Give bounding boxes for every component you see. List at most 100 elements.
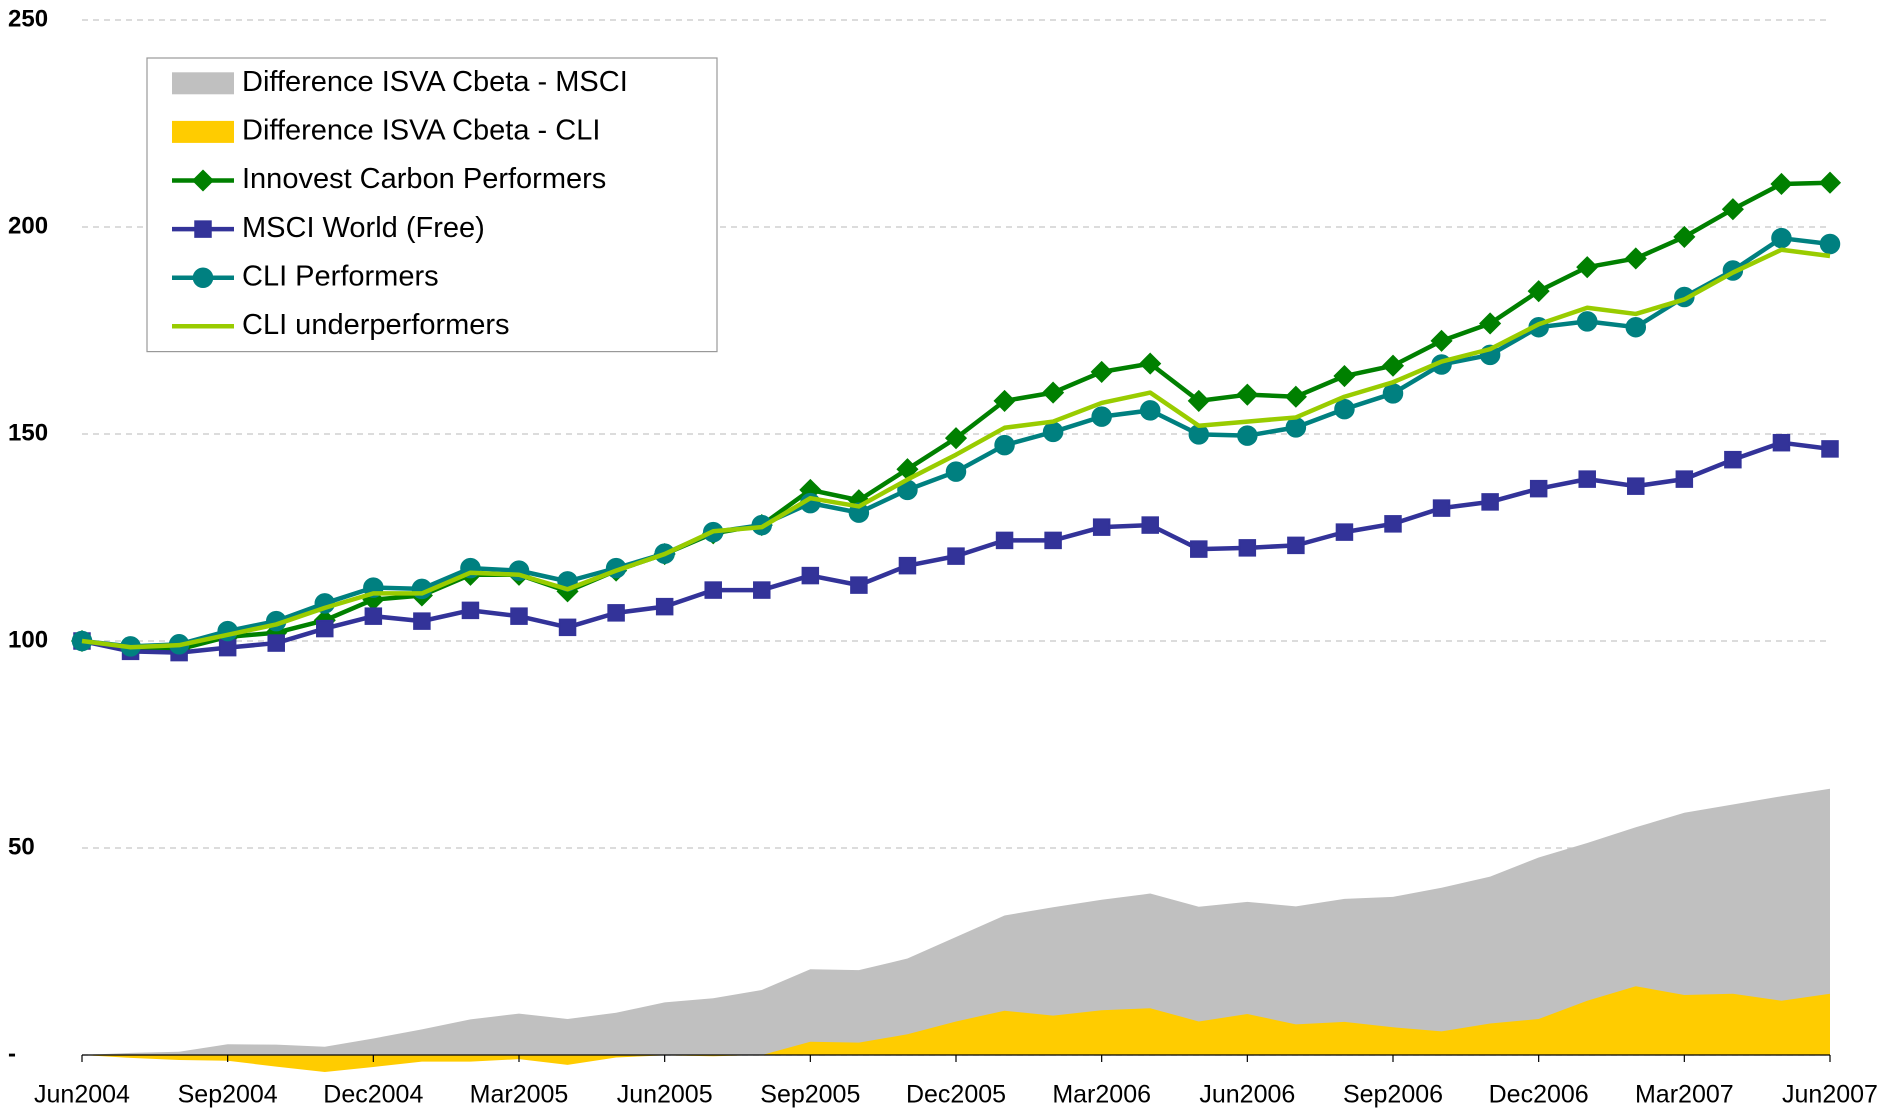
y-tick-label: 250	[8, 5, 48, 32]
point	[558, 618, 577, 637]
legend-label: CLI underperformers	[242, 309, 510, 341]
point	[1770, 172, 1793, 196]
point	[850, 576, 868, 594]
point	[1236, 383, 1259, 406]
point	[316, 619, 334, 638]
legend-swatch	[172, 72, 234, 95]
point	[1724, 450, 1742, 469]
point	[944, 427, 968, 450]
point	[704, 581, 722, 599]
point	[655, 597, 674, 616]
x-tick-label: Dec2004	[323, 1081, 423, 1109]
point	[1333, 364, 1356, 388]
point	[1576, 256, 1599, 279]
legend-label: MSCI World (Free)	[242, 212, 485, 244]
x-tick-label: Mar2005	[470, 1081, 569, 1109]
point	[1430, 329, 1453, 352]
point	[1237, 425, 1258, 446]
point	[1334, 398, 1355, 420]
point	[1432, 499, 1451, 517]
point	[1335, 523, 1354, 541]
point	[1044, 531, 1062, 550]
point	[1821, 440, 1839, 458]
point	[1578, 470, 1596, 488]
y-tick-label: -	[8, 1040, 16, 1067]
x-tick-label: Jun2006	[1199, 1081, 1295, 1109]
point	[1627, 477, 1645, 495]
legend-marker	[192, 267, 214, 288]
point	[1141, 516, 1159, 534]
legend-marker	[191, 169, 215, 192]
point	[1675, 470, 1694, 488]
line	[81, 247, 1831, 650]
y-tick-label: 50	[8, 833, 35, 860]
point	[1721, 198, 1744, 221]
point	[1287, 536, 1305, 555]
point	[1384, 515, 1402, 533]
point	[1381, 354, 1405, 377]
point	[945, 461, 967, 482]
point	[1042, 381, 1065, 404]
legend: Difference ISVA Cbeta - MSCI Difference I…	[146, 57, 718, 353]
x-tick-label: Jun2007	[1782, 1081, 1878, 1109]
y-tick-label: 100	[8, 626, 48, 653]
legend-label: Difference ISVA Cbeta - MSCI	[242, 66, 628, 98]
point	[1576, 311, 1598, 332]
legend-swatch	[172, 120, 234, 143]
y-tick-label: 200	[8, 212, 48, 239]
point	[1819, 233, 1841, 255]
point	[1624, 247, 1647, 270]
x-tick-label: Mar2007	[1635, 1081, 1734, 1109]
point	[993, 389, 1016, 412]
point	[1187, 389, 1210, 412]
point	[1285, 417, 1307, 438]
point	[510, 607, 528, 625]
legend-marker	[194, 220, 212, 238]
point	[413, 612, 431, 630]
point	[753, 581, 771, 599]
point	[1092, 518, 1111, 536]
point	[461, 601, 480, 620]
point	[1139, 352, 1162, 375]
point	[607, 604, 625, 622]
x-tick-label: Dec2005	[906, 1081, 1006, 1109]
point	[1091, 406, 1112, 427]
point	[1479, 312, 1502, 335]
x-tick-label: Dec2006	[1489, 1081, 1589, 1109]
point	[898, 556, 917, 575]
x-tick-label: Mar2006	[1052, 1081, 1151, 1109]
point	[1818, 171, 1842, 194]
point	[1772, 433, 1791, 452]
point	[1529, 479, 1548, 498]
area	[82, 986, 1830, 1072]
point	[1625, 316, 1647, 338]
legend-label: Innovest Carbon Performers	[242, 163, 606, 195]
point	[801, 566, 820, 585]
x-tick-label: Sep2005	[760, 1081, 860, 1109]
x-tick-label: Jun2004	[34, 1081, 130, 1109]
point	[1771, 227, 1792, 249]
y-tick-label: 150	[8, 419, 48, 446]
point	[1238, 539, 1257, 557]
point	[1481, 493, 1499, 511]
x-tick-label: Sep2004	[178, 1081, 278, 1109]
point	[1042, 421, 1064, 443]
point	[1284, 385, 1307, 408]
point	[218, 638, 237, 657]
legend-box	[146, 57, 718, 353]
point	[994, 434, 1015, 456]
point	[267, 634, 285, 652]
legend-label: Difference ISVA Cbeta - CLI	[242, 115, 600, 147]
point	[1139, 400, 1161, 421]
point	[364, 607, 383, 625]
legend-label: CLI Performers	[242, 260, 439, 292]
area	[82, 788, 1830, 1055]
point	[1527, 280, 1550, 303]
point	[947, 547, 965, 565]
point	[1190, 540, 1208, 558]
point	[1382, 383, 1404, 404]
point	[1673, 225, 1696, 248]
x-tick-label: Jun2005	[617, 1081, 713, 1109]
point	[995, 531, 1014, 550]
